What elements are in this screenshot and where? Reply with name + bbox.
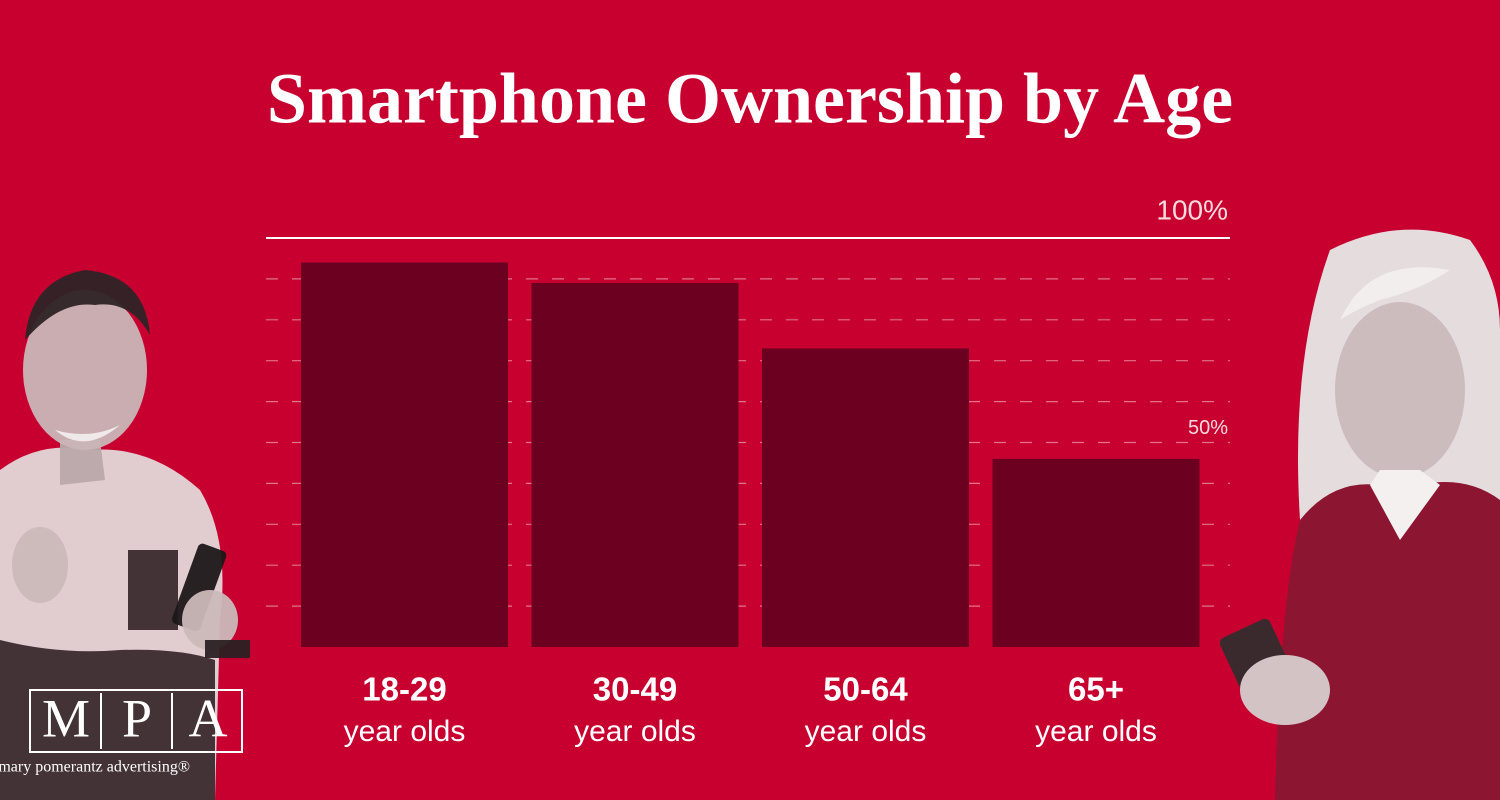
x-tick-label: 30-49 xyxy=(593,671,677,708)
logo-frame xyxy=(29,689,243,753)
bar xyxy=(531,282,739,647)
chart-title: Smartphone Ownership by Age xyxy=(267,59,1233,139)
x-tick-sublabel: year olds xyxy=(1035,715,1157,748)
y-tick-label: 50% xyxy=(1188,417,1228,439)
bar xyxy=(301,262,508,647)
y-tick-label: 100% xyxy=(1156,194,1228,225)
x-tick-sublabel: year olds xyxy=(805,715,927,748)
logo-tagline: mary pomerantz advertising® xyxy=(0,759,190,776)
x-tick-label: 65+ xyxy=(1068,671,1124,708)
x-tick-label: 50-64 xyxy=(823,671,908,708)
bar xyxy=(762,348,969,647)
x-tick-sublabel: year olds xyxy=(344,715,466,748)
left-person-photo xyxy=(0,270,250,800)
logo-letter: A xyxy=(189,688,228,748)
logo-letter: P xyxy=(122,688,152,748)
x-tick-label: 18-29 xyxy=(362,671,446,708)
bar xyxy=(992,458,1200,647)
logo-letter: M xyxy=(42,688,90,748)
right-person-photo xyxy=(1219,229,1500,800)
x-tick-sublabel: year olds xyxy=(574,715,696,748)
